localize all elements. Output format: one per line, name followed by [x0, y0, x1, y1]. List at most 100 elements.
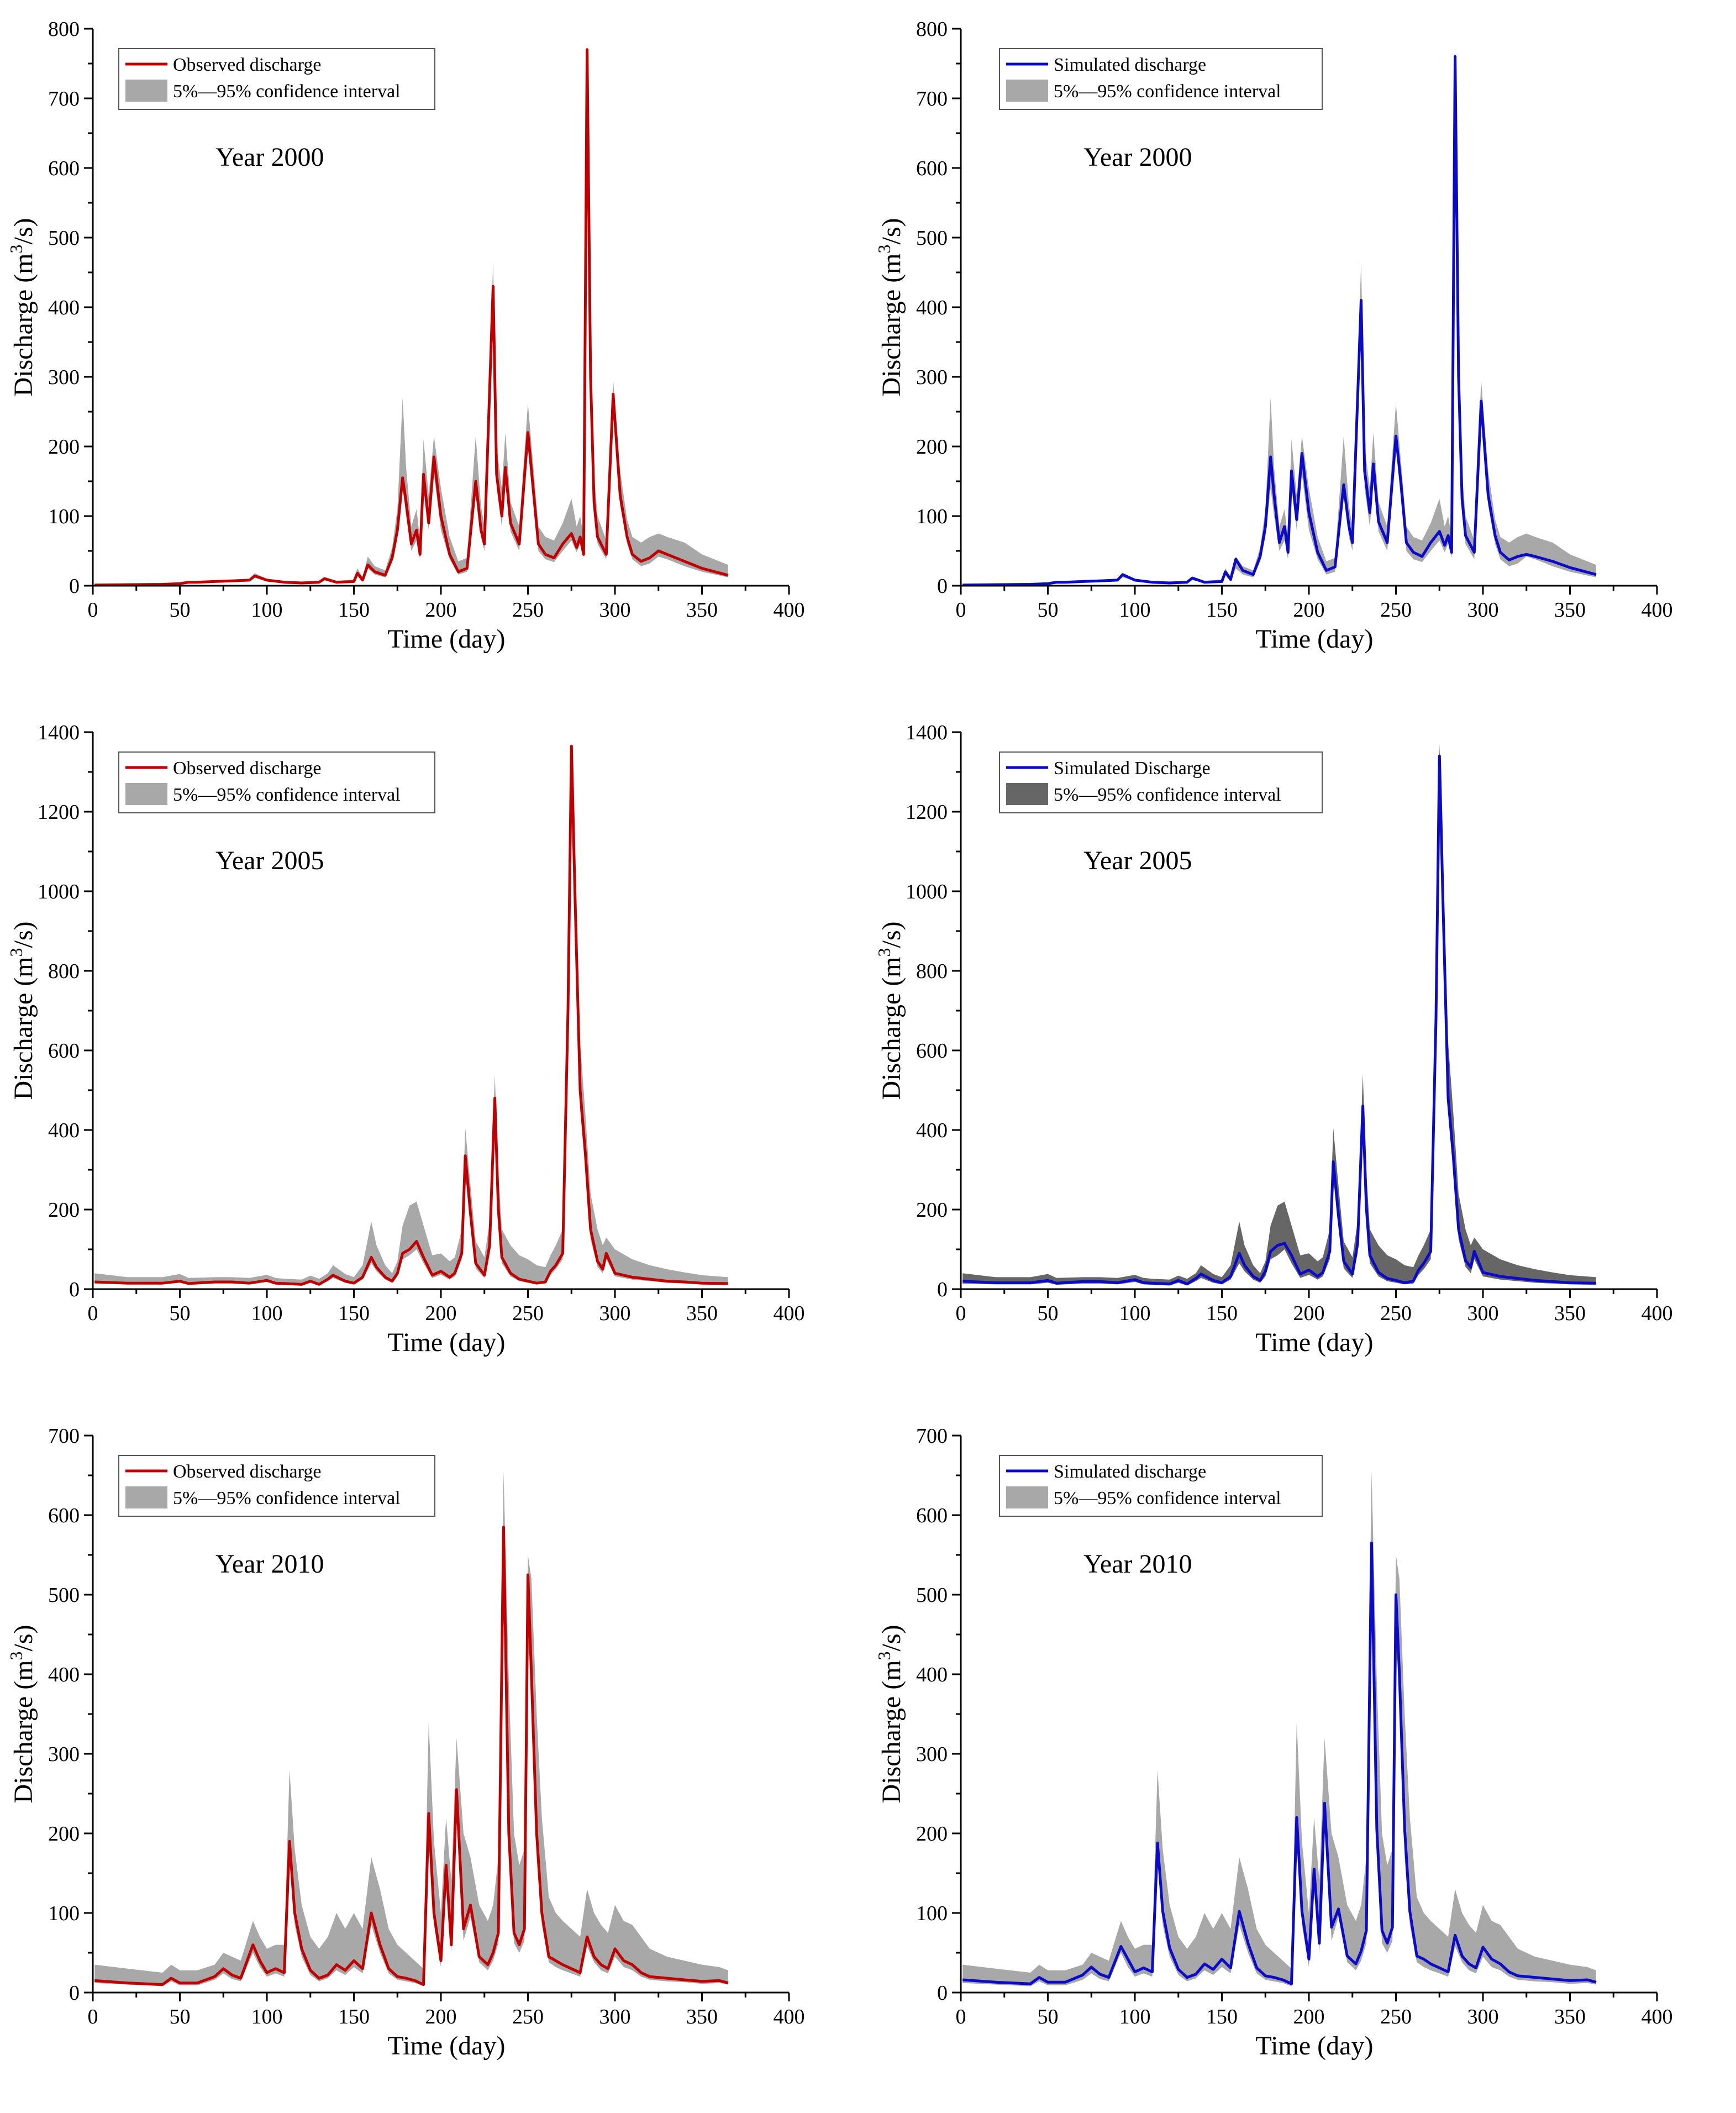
legend-band-label: 5%—95% confidence interval — [173, 785, 401, 805]
x-tick-label: 350 — [686, 598, 718, 622]
y-tick-label: 200 — [916, 1199, 948, 1222]
x-tick-label: 400 — [1642, 598, 1673, 622]
x-axis-label: Time (day) — [388, 624, 506, 654]
y-tick-label: 300 — [48, 1743, 80, 1766]
x-tick-label: 250 — [512, 598, 544, 622]
legend: Simulated discharge 5%—95% confidence int… — [999, 1455, 1323, 1517]
y-tick-label: 0 — [937, 575, 948, 598]
y-tick-label: 600 — [916, 1039, 948, 1063]
year-title: Year 2000 — [215, 143, 324, 172]
x-tick-label: 300 — [1467, 2005, 1499, 2028]
year-title: Year 2000 — [1083, 143, 1192, 172]
chart-simulated-2000: 0 50 100 150 200 250 300 350 400 0 100 200 300 400 500… — [874, 18, 1673, 654]
y-axis-label-prefix: Discharge (m — [877, 1660, 906, 1803]
discharge-line — [962, 55, 1597, 587]
y-tick-label: 700 — [916, 1425, 948, 1448]
panel-observed-2000: 0 50 100 150 200 250 300 350 400 0 100 200 300 400 500… — [0, 0, 868, 703]
x-tick-label: 150 — [338, 1302, 370, 1325]
x-tick-label: 300 — [1467, 598, 1499, 622]
x-tick-label: 350 — [686, 2005, 718, 2028]
y-tick-label: 0 — [937, 1278, 948, 1301]
x-tick-label: 0 — [88, 598, 98, 622]
x-tick-label: 250 — [1380, 598, 1412, 622]
legend-box — [118, 751, 435, 813]
y-tick-label: 600 — [916, 1504, 948, 1527]
x-tick-label: 400 — [774, 1302, 805, 1325]
legend-band-swatch — [1006, 80, 1048, 102]
y-tick-label: 0 — [69, 1278, 80, 1301]
y-axis-label: Discharge (m3/s) — [874, 921, 906, 1100]
x-tick-label: 100 — [1119, 1302, 1151, 1325]
confidence-band — [94, 744, 728, 1286]
chart-observed-2005: 0 50 100 150 200 250 300 350 400 0 200 400 600 800 100… — [6, 721, 805, 1357]
legend-line-label: Observed discharge — [173, 758, 321, 779]
y-tick-label: 0 — [69, 1981, 80, 2005]
x-tick-label: 50 — [170, 1302, 191, 1325]
panel-simulated-2010: 0 50 100 150 200 250 300 350 400 0 100 200 300 400 500… — [868, 1407, 1736, 2110]
y-axis-label-sup: 3 — [6, 1651, 26, 1660]
x-axis-label: Time (day) — [388, 2031, 506, 2061]
y-axis-label: Discharge (m3/s) — [6, 1625, 38, 1803]
y-tick-label: 400 — [48, 1663, 80, 1686]
x-tick-label: 200 — [1293, 598, 1325, 622]
y-tick-label: 700 — [48, 1425, 80, 1448]
legend-band-label: 5%—95% confidence interval — [1054, 81, 1281, 102]
y-tick-label: 400 — [48, 1119, 80, 1142]
confidence-band — [94, 1471, 728, 1986]
x-tick-label: 150 — [1206, 598, 1238, 622]
y-tick-label: 500 — [916, 1584, 948, 1607]
x-tick-label: 150 — [1206, 2005, 1238, 2028]
legend-band-swatch — [1006, 1486, 1048, 1508]
y-axis-label-suffix: /s) — [877, 218, 906, 244]
legend-band-swatch — [125, 783, 167, 805]
x-tick-label: 50 — [1038, 598, 1059, 622]
panel-observed-2005: 0 50 100 150 200 250 300 350 400 0 200 400 600 800 100… — [0, 703, 868, 1407]
y-axis-label: Discharge (m3/s) — [6, 218, 38, 396]
x-tick-label: 100 — [251, 1302, 283, 1325]
y-tick-label: 500 — [48, 227, 80, 250]
x-axis-label: Time (day) — [388, 1328, 506, 1357]
y-tick-label: 200 — [916, 1822, 948, 1846]
x-tick-label: 300 — [1467, 1302, 1499, 1325]
x-tick-label: 100 — [1119, 2005, 1151, 2028]
y-tick-label: 1000 — [906, 880, 948, 903]
y-axis-label-suffix: /s) — [9, 218, 38, 244]
discharge-line — [94, 744, 728, 1286]
y-axis-label-prefix: Discharge (m — [877, 956, 906, 1100]
discharge-line — [94, 48, 729, 587]
legend-box — [118, 48, 435, 110]
x-tick-label: 400 — [774, 598, 805, 622]
x-axis-label: Time (day) — [1256, 624, 1374, 654]
legend: Observed discharge 5%—95% confidence inte… — [118, 1455, 435, 1517]
y-tick-label: 300 — [916, 366, 948, 389]
y-tick-label: 100 — [48, 505, 80, 528]
discharge-line — [962, 1541, 1597, 1985]
y-tick-label: 700 — [916, 87, 948, 111]
chart-observed-2010: 0 50 100 150 200 250 300 350 400 0 100 200 300 400 500… — [6, 1425, 805, 2061]
y-tick-label: 600 — [48, 1039, 80, 1063]
x-tick-label: 100 — [1119, 598, 1151, 622]
x-tick-label: 250 — [512, 2005, 544, 2028]
y-tick-label: 0 — [69, 575, 80, 598]
y-tick-label: 100 — [916, 1902, 948, 1925]
y-tick-label: 500 — [916, 227, 948, 250]
y-tick-label: 1000 — [38, 880, 80, 903]
y-tick-label: 600 — [48, 157, 80, 180]
y-axis-label-sup: 3 — [6, 948, 26, 956]
x-tick-label: 50 — [1038, 1302, 1059, 1325]
y-tick-label: 1200 — [906, 801, 948, 824]
x-tick-label: 150 — [1206, 1302, 1238, 1325]
y-axis-label: Discharge (m3/s) — [874, 1625, 906, 1803]
x-tick-label: 150 — [338, 598, 370, 622]
y-axis-label-suffix: /s) — [9, 1625, 38, 1651]
legend: Simulated Discharge 5%—95% confidence int… — [999, 751, 1323, 813]
x-tick-label: 0 — [88, 1302, 98, 1325]
x-tick-label: 250 — [1380, 1302, 1412, 1325]
x-tick-label: 350 — [1554, 598, 1586, 622]
x-tick-label: 350 — [1554, 2005, 1586, 2028]
x-tick-label: 200 — [1293, 1302, 1325, 1325]
y-tick-label: 400 — [48, 296, 80, 319]
y-tick-label: 1200 — [38, 801, 80, 824]
legend-line-label: Observed discharge — [173, 55, 321, 75]
